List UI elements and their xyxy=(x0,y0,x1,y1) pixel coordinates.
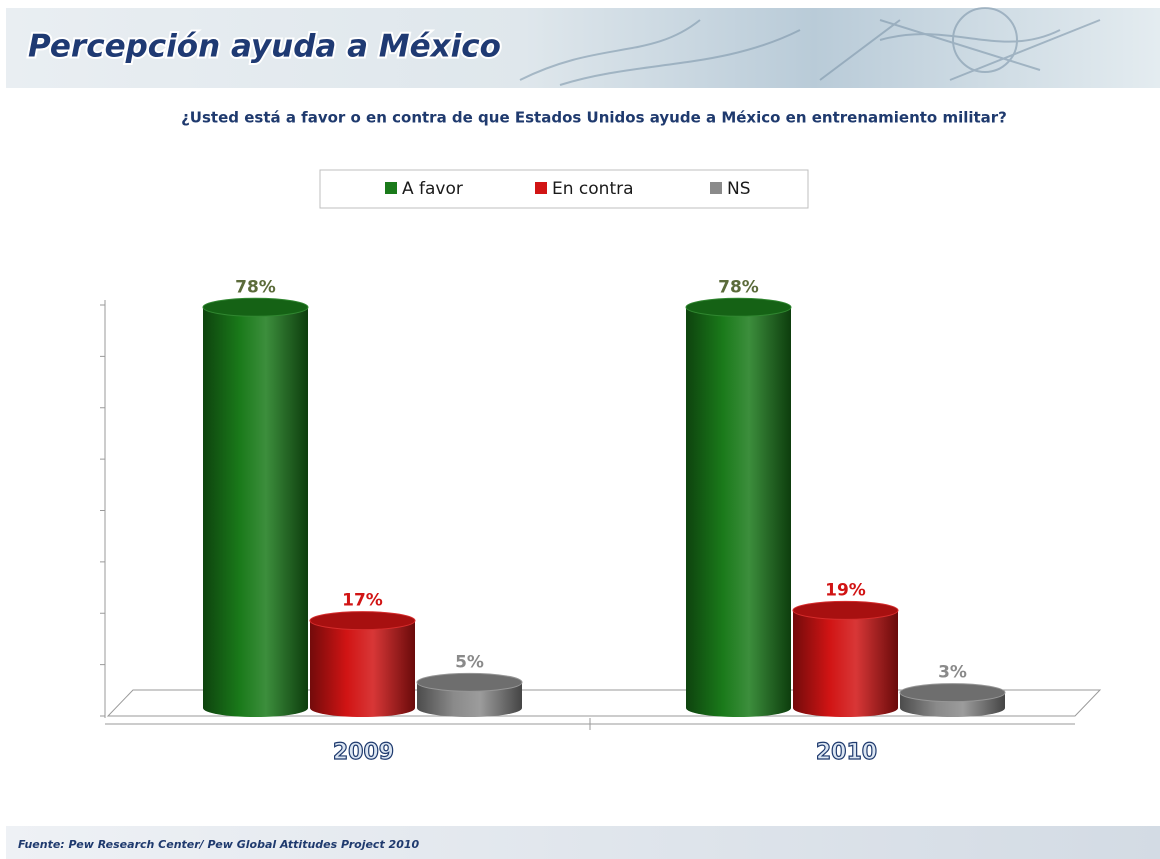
legend-swatch xyxy=(535,182,547,194)
source-note: Fuente: Pew Research Center/ Pew Global … xyxy=(18,838,420,851)
bar-top xyxy=(900,684,1005,702)
bar-bottom xyxy=(793,699,898,717)
value-label: 5% xyxy=(455,652,484,672)
slide: Percepción ayuda a México ¿Usted está a … xyxy=(0,0,1160,859)
legend-label: En contra xyxy=(552,179,634,199)
legend-label: A favor xyxy=(402,179,463,199)
legend-swatch xyxy=(710,182,722,194)
bar-top xyxy=(793,601,898,619)
legend-swatch xyxy=(385,182,397,194)
legend-label: NS xyxy=(727,179,751,199)
x-tick-label: 2009 xyxy=(333,740,394,765)
bar-top xyxy=(417,673,522,691)
value-label: 19% xyxy=(825,580,866,600)
chart-subtitle: ¿Usted está a favor o en contra de que E… xyxy=(181,109,1007,127)
bar-bottom xyxy=(310,699,415,717)
value-label: 78% xyxy=(235,277,276,297)
chart-title: Percepción ayuda a México xyxy=(28,29,501,65)
page: {"chart_data": { "type": "bar", "title":… xyxy=(0,0,1160,859)
bar xyxy=(793,610,898,708)
bar-bottom xyxy=(203,699,308,717)
value-label: 78% xyxy=(718,277,759,297)
bar-bottom xyxy=(686,699,791,717)
x-tick-label: 2010 xyxy=(816,740,877,765)
bar-top xyxy=(310,612,415,630)
bar xyxy=(686,307,791,708)
value-label: 17% xyxy=(342,591,383,611)
bar-top xyxy=(203,298,308,316)
bar-bottom xyxy=(417,699,522,717)
bar xyxy=(310,621,415,708)
bar-top xyxy=(686,298,791,316)
bar xyxy=(203,307,308,708)
value-label: 3% xyxy=(938,663,967,683)
